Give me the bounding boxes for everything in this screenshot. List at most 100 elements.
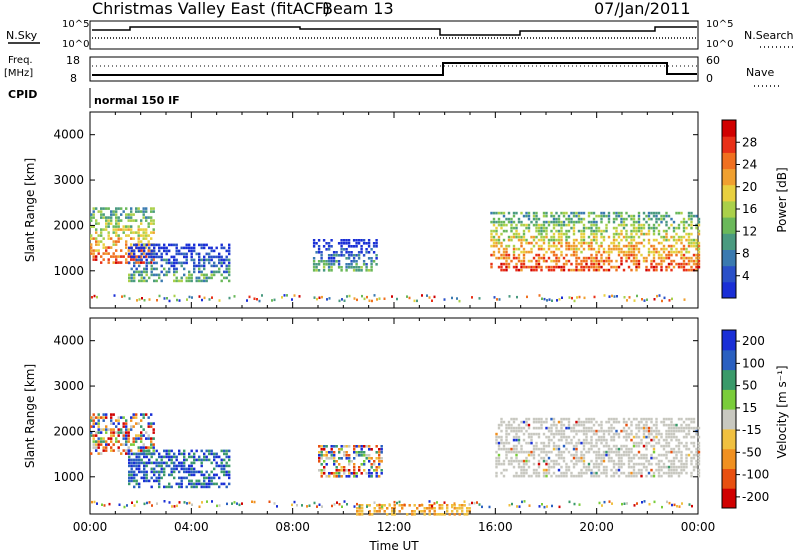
range-cell [133, 261, 136, 265]
range-cell [525, 250, 528, 254]
range-cell [215, 473, 218, 477]
range-cell [587, 241, 591, 245]
range-cell [350, 263, 353, 266]
range-cell [507, 450, 511, 454]
range-cell [670, 429, 673, 433]
range-cell [552, 441, 556, 445]
range-cell [505, 229, 508, 233]
range-cell [463, 513, 466, 516]
range-cell [125, 207, 128, 210]
range-cell [322, 260, 326, 263]
range-cell [315, 251, 318, 254]
range-cell [620, 214, 623, 218]
range-cell [585, 259, 588, 263]
range-cell [183, 252, 186, 256]
range-cell [552, 447, 556, 451]
range-cell [490, 220, 493, 224]
range-cell [492, 253, 496, 257]
range-cell [655, 268, 658, 272]
range-cell [627, 256, 631, 260]
range-cell [173, 243, 176, 247]
range-cell [655, 265, 658, 269]
range-cell [626, 299, 628, 302]
range-cell [562, 211, 566, 215]
range-cell [542, 235, 546, 239]
range-cell [632, 468, 636, 472]
range-cell [236, 502, 238, 505]
range-cell [542, 220, 546, 224]
range-cell [133, 279, 136, 283]
range-cell [346, 503, 348, 506]
range-cell [133, 264, 136, 268]
range-cell [605, 441, 608, 445]
range-cell [220, 461, 223, 465]
range-cell [107, 428, 110, 431]
range-cell [495, 441, 498, 445]
range-cell [490, 229, 493, 233]
range-cell [612, 444, 616, 448]
range-cell [515, 265, 518, 269]
range-cell [572, 226, 576, 230]
range-cell [655, 211, 658, 215]
range-cell [680, 250, 683, 254]
range-cell [380, 469, 383, 472]
range-cell [150, 440, 153, 443]
range-cell [170, 458, 173, 462]
range-cell [625, 250, 628, 254]
range-cell [540, 423, 543, 427]
range-cell [655, 247, 658, 251]
range-cell [143, 452, 146, 456]
range-cell [675, 465, 678, 469]
range-cell [375, 466, 378, 469]
range-cell [595, 420, 598, 424]
range-cell [137, 234, 140, 237]
range-cell [532, 417, 536, 421]
range-cell [582, 459, 586, 463]
range-cell [198, 458, 201, 462]
range-cell [332, 260, 336, 263]
range-cell [500, 220, 503, 224]
range-cell [505, 250, 508, 254]
range-cell [391, 510, 394, 513]
range-cell [541, 503, 543, 506]
range-cell [620, 462, 623, 466]
range-cell [318, 460, 321, 463]
range-cell [95, 222, 98, 225]
range-cell [687, 223, 691, 227]
range-cell [550, 235, 553, 239]
range-cell [345, 263, 348, 266]
range-cell [115, 255, 118, 258]
range-cell [135, 243, 138, 247]
range-cell [567, 259, 571, 263]
range-cell [600, 471, 603, 475]
range-cell [225, 267, 228, 271]
range-cell [497, 238, 501, 242]
range-cell [355, 445, 358, 448]
range-cell [318, 469, 321, 472]
range-cell [332, 257, 336, 260]
range-cell [428, 296, 431, 299]
range-cell [645, 459, 648, 463]
range-cell [190, 461, 193, 465]
range-cell [102, 419, 105, 422]
range-cell [630, 223, 633, 227]
range-cell [567, 420, 571, 424]
range-cell [695, 253, 698, 257]
range-cell [127, 255, 130, 258]
range-cell [567, 229, 571, 233]
range-cell [572, 435, 576, 439]
range-cell [632, 226, 636, 230]
range-cell [495, 226, 498, 230]
range-cell [213, 273, 216, 277]
range-cell [180, 467, 183, 471]
range-cell [543, 297, 546, 301]
range-cell [590, 468, 593, 472]
range-cell [657, 262, 661, 266]
range-cell [635, 265, 638, 269]
range-cell [525, 214, 528, 218]
range-cell [655, 238, 658, 242]
range-cell [537, 253, 541, 257]
range-cell [682, 465, 686, 469]
range-cell [615, 259, 618, 263]
range-cell [342, 242, 346, 245]
